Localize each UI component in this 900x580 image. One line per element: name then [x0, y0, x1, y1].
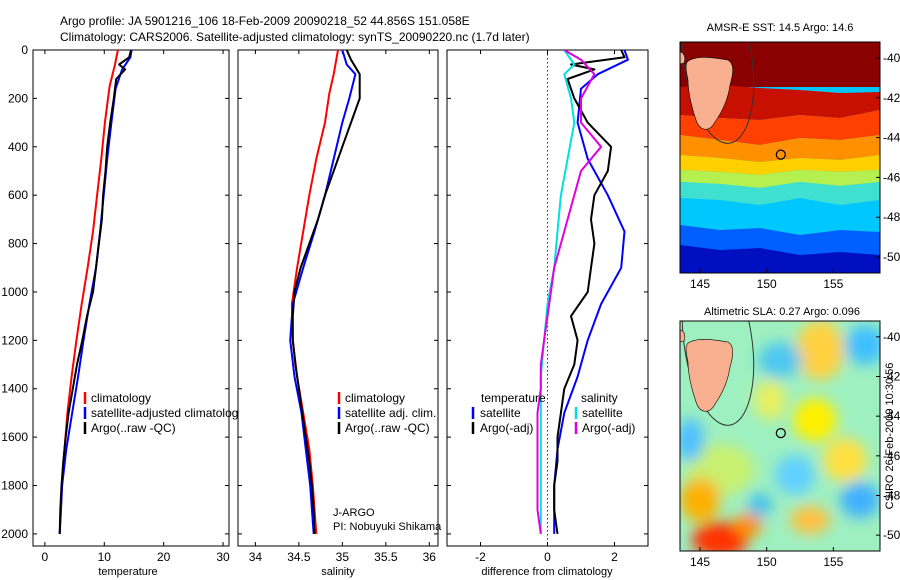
sst-map-axes-ticks: 145 150 155 -40 -42 -44 -46 -48 -50	[690, 51, 900, 291]
map-x-tick-label: 150	[757, 277, 777, 291]
legend-label-sal-satellite: satellite	[582, 406, 623, 420]
temperature-axes-ticks: 0 10 20 30 0 200 400 600 800 1000 1200 1400 1600 1800…	[1, 43, 230, 564]
map-y-tick-label: -46	[883, 170, 900, 184]
x-tick-label: 35	[336, 550, 350, 564]
series-line-temperature-argo-adj	[553, 50, 626, 535]
salinity-panel: 34 34.5 35 35.5 36 salinity climatology sate…	[237, 49, 442, 578]
temperature-panel: 0 10 20 30 0 200 400 600 800 1000 1200 1400 1600 1800…	[1, 43, 244, 578]
x-tick-label: 35.5	[374, 550, 398, 564]
x-tick-label: 36	[423, 550, 437, 564]
series-line-salinity-argo-adj	[536, 50, 603, 535]
series-line-argo-raw-qc	[58, 50, 132, 534]
sst-map-title: AMSR-E SST: 14.5 Argo: 14.6	[707, 22, 854, 34]
legend-label-satellite: satellite-adjusted climatology	[91, 406, 244, 420]
salinity-legend: climatology satellite adj. clim. Argo(..…	[337, 391, 436, 435]
x-tick-label: 34	[249, 550, 263, 564]
legend-title-salinity: salinity	[581, 391, 618, 405]
legend-label-climatology: climatology	[91, 391, 151, 405]
sst-argo-position-marker	[775, 149, 786, 160]
y-tick-label: 800	[8, 237, 28, 251]
map-y-tick-label: -40	[883, 330, 900, 344]
temperature-lines	[58, 50, 133, 534]
map-y-tick-label: -50	[883, 250, 900, 264]
legend-label-argo: Argo(..raw -QC)	[345, 421, 430, 435]
difference-axes-ticks: -2 0 2	[447, 49, 648, 564]
map-y-tick-label: -48	[883, 210, 900, 224]
header-title-line-2: Climatology: CARS2006. Satellite-adjuste…	[60, 30, 530, 44]
annotation-j-argo: J-ARGO	[333, 507, 375, 519]
difference-legend: temperature salinity satellite Argo(-adj…	[471, 391, 635, 435]
salinity-axes-box	[237, 49, 439, 547]
series-line-climatology	[290, 50, 339, 534]
x-tick-label: 0	[42, 550, 49, 564]
map-y-tick-label: -44	[883, 131, 900, 145]
map-x-tick-label: 150	[757, 555, 777, 569]
map-x-tick-label: 145	[690, 555, 710, 569]
y-tick-label: 2000	[1, 527, 28, 541]
salinity-xlabel: salinity	[321, 566, 355, 578]
series-line-satellite-adj-clim	[289, 50, 357, 534]
sla-map-title: Altimetric SLA: 0.27 Argo: 0.096	[704, 306, 860, 318]
y-tick-label: 200	[8, 91, 28, 105]
map-y-tick-label: -48	[883, 488, 900, 502]
y-tick-label: 0	[21, 43, 28, 57]
map-x-tick-label: 145	[690, 277, 710, 291]
x-tick-label: 2	[611, 550, 618, 564]
legend-label-climatology: climatology	[345, 391, 405, 405]
annotation-pi-name: PI: Nobuyuki Shikama	[333, 521, 442, 533]
legend-title-temperature: temperature	[481, 391, 546, 405]
temperature-legend: climatology satellite-adjusted climatolo…	[83, 391, 244, 435]
map-x-tick-label: 155	[823, 277, 843, 291]
difference-lines	[536, 50, 629, 546]
sst-map-panel: AMSR-E SST: 14.5 Argo: 14.6 145 150 155 -40…	[679, 22, 900, 291]
x-tick-label: 20	[157, 550, 171, 564]
series-line-temperature-satellite	[553, 50, 629, 534]
salinity-lines	[289, 50, 361, 534]
map-y-tick-label: -44	[883, 409, 900, 423]
sla-argo-position-marker	[775, 428, 786, 439]
csiro-timestamp-label: CSIRO 26-Feb-2009 10:30:56	[884, 363, 896, 510]
map-y-tick-label: -42	[883, 370, 900, 384]
map-x-tick-label: 155	[823, 555, 843, 569]
legend-label-satellite: satellite adj. clim.	[345, 406, 436, 420]
sst-map-field	[680, 42, 880, 273]
header-title-line-1: Argo profile: JA 5901216_106 18-Feb-2009…	[60, 14, 470, 28]
difference-panel: -2 0 2 difference from climatology tempera…	[446, 49, 649, 578]
sla-map-axes-ticks: 145 150 155 -40 -42 -44 -46 -48 -50	[690, 330, 900, 569]
y-tick-label: 400	[8, 140, 28, 154]
map-y-tick-label: -42	[883, 91, 900, 105]
y-tick-label: 1800	[1, 479, 28, 493]
x-tick-label: 34.5	[287, 550, 311, 564]
y-tick-label: 1000	[1, 285, 28, 299]
map-y-tick-label: -40	[883, 51, 900, 65]
x-tick-label: 30	[216, 550, 230, 564]
difference-xlabel: difference from climatology	[481, 566, 613, 578]
x-tick-label: 0	[544, 550, 551, 564]
legend-label-temp-satellite: satellite	[480, 406, 521, 420]
y-tick-label: 1400	[1, 382, 28, 396]
sla-map-panel: Altimetric SLA: 0.27 Argo: 0.096	[679, 306, 900, 569]
x-tick-label: -2	[475, 550, 486, 564]
legend-label-sal-argo: Argo(-adj)	[582, 421, 635, 435]
series-line-argo-raw-qc	[291, 50, 361, 534]
sla-map-field	[680, 321, 880, 551]
temperature-xlabel: temperature	[98, 566, 157, 578]
legend-label-temp-argo: Argo(-adj)	[480, 421, 533, 435]
y-tick-label: 1200	[1, 333, 28, 347]
y-tick-label: 1600	[1, 430, 28, 444]
map-y-tick-label: -50	[883, 528, 900, 542]
map-y-tick-label: -46	[883, 449, 900, 463]
x-tick-label: 10	[98, 550, 112, 564]
legend-label-argo: Argo(..raw -QC)	[91, 421, 176, 435]
salinity-axes-ticks: 34 34.5 35 35.5 36	[238, 49, 438, 564]
y-tick-label: 600	[8, 188, 28, 202]
